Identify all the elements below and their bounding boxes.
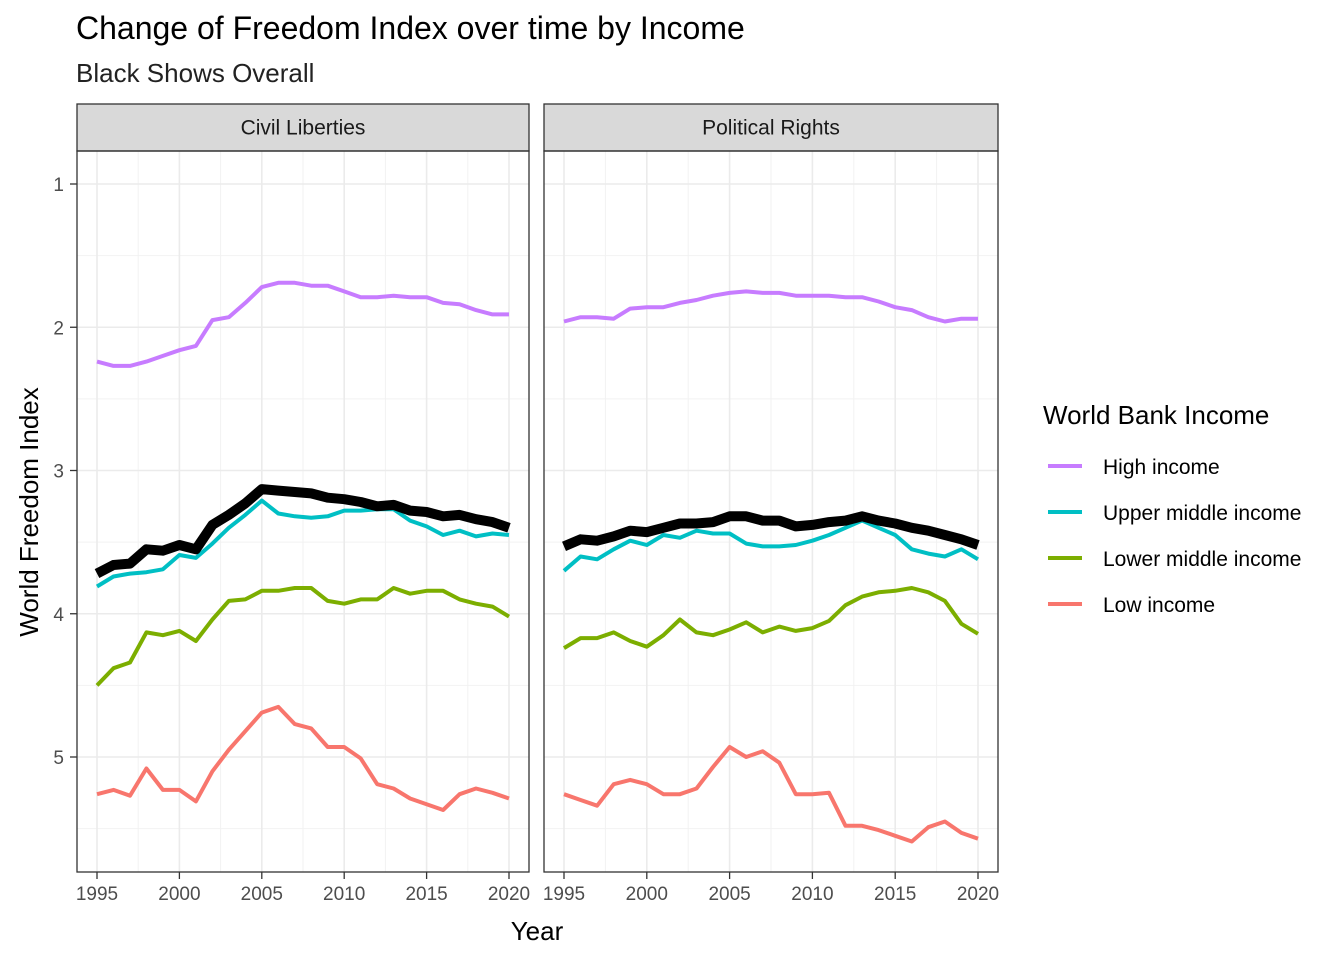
series-line-upper-middle-income	[95, 498, 510, 589]
legend-label: High income	[1103, 456, 1220, 479]
x-tick-label: 2015	[874, 884, 916, 905]
panel-border	[543, 150, 999, 873]
series-line-overall	[562, 511, 980, 551]
x-tick-label: 2020	[488, 884, 530, 905]
y-tick-label: 3	[53, 462, 64, 483]
x-tick-label: 1995	[76, 884, 118, 905]
facet-strip	[543, 103, 999, 152]
series-line-upper-middle-income	[562, 518, 980, 573]
panel-border	[76, 150, 530, 873]
y-axis-title: World Freedom Index	[14, 387, 44, 637]
x-tick-label: 2020	[957, 884, 999, 905]
x-tick-label: 2005	[241, 884, 283, 905]
x-tick-label: 1995	[543, 884, 585, 905]
series-line-high-income	[563, 289, 978, 324]
x-tick-label: 2005	[708, 884, 750, 905]
x-tick-label: 2010	[323, 884, 365, 905]
series-line-lower-middle-income	[562, 586, 980, 650]
facet-label: Civil Liberties	[241, 117, 366, 140]
x-axis-title: Year	[511, 916, 564, 946]
series-line-high-income	[96, 280, 509, 368]
y-tick-label: 2	[53, 318, 64, 339]
y-tick-label: 5	[53, 748, 64, 769]
legend-label: Upper middle income	[1103, 502, 1301, 525]
chart-subtitle: Black Shows Overall	[76, 58, 315, 88]
x-tick-label: 2000	[626, 884, 668, 905]
series-line-low-income	[563, 745, 979, 844]
legend-title: World Bank Income	[1043, 400, 1269, 430]
facet-label: Political Rights	[702, 117, 840, 140]
series-line-overall	[94, 484, 511, 579]
series-line-lower-middle-income	[95, 586, 511, 687]
chart-title: Change of Freedom Index over time by Inc…	[76, 10, 745, 46]
legend-label: Lower middle income	[1103, 548, 1301, 571]
legend-label: Low income	[1103, 594, 1215, 617]
series-line-low-income	[96, 704, 510, 812]
x-tick-label: 2015	[405, 884, 447, 905]
y-tick-label: 1	[53, 175, 64, 196]
x-tick-label: 2010	[791, 884, 833, 905]
facet-strip	[76, 103, 530, 152]
x-tick-label: 2000	[158, 884, 200, 905]
y-tick-label: 4	[53, 605, 64, 626]
